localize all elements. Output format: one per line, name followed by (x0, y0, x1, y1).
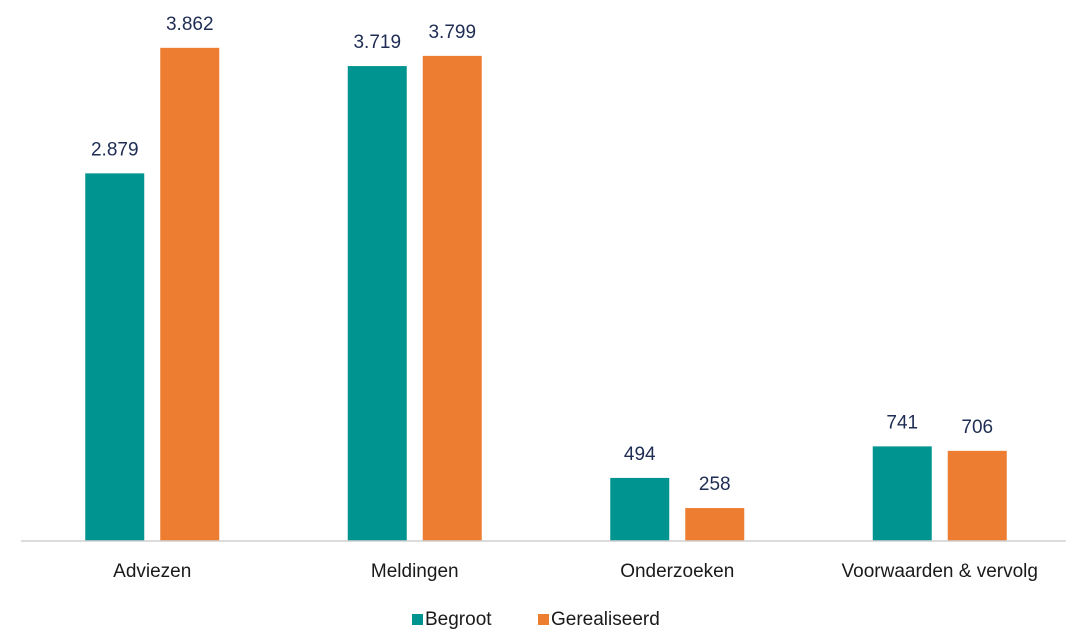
legend-swatch (538, 614, 549, 625)
legend-swatch (412, 614, 423, 625)
bar (947, 450, 1007, 541)
data-label: 258 (699, 474, 731, 495)
x-tick-label: Voorwaarden & vervolg (842, 561, 1038, 582)
data-label: 3.862 (166, 14, 214, 35)
bar (610, 477, 670, 541)
data-label: 3.719 (353, 32, 401, 53)
data-label: 741 (886, 412, 918, 433)
data-label: 2.879 (91, 139, 139, 160)
bar (872, 446, 932, 541)
bar (85, 173, 145, 542)
x-tick-label: Meldingen (371, 561, 459, 582)
legend-label: Gerealiseerd (551, 609, 660, 630)
bar (685, 508, 745, 541)
bar (347, 66, 407, 541)
x-tick-label: Onderzoeken (620, 561, 734, 582)
data-label: 3.799 (428, 22, 476, 43)
x-tick-label: Adviezen (113, 561, 191, 582)
data-label: 494 (624, 444, 656, 465)
data-label: 706 (961, 417, 993, 438)
legend-label: Begroot (425, 609, 492, 630)
bar (422, 55, 482, 541)
bar (160, 47, 220, 541)
